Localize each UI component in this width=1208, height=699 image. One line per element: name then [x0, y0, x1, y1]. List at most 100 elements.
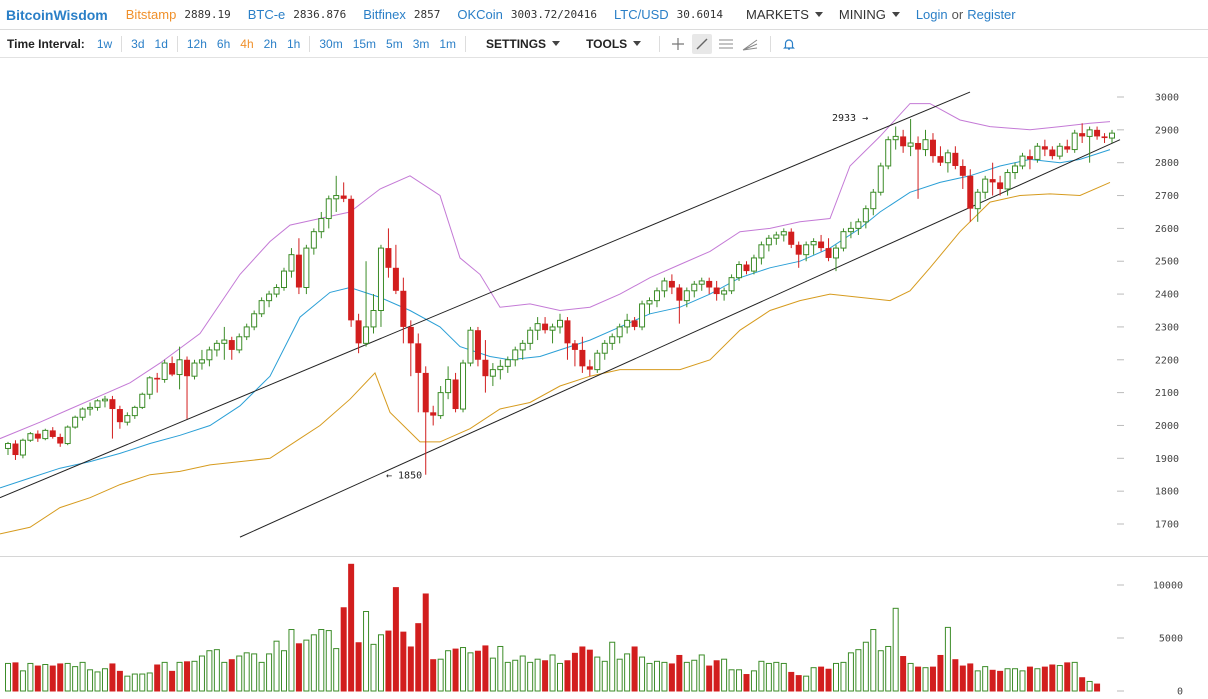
candle-body — [295, 254, 302, 288]
volume-bar — [1094, 683, 1101, 692]
volume-bar — [295, 643, 302, 692]
volume-bar — [736, 669, 743, 692]
candle-body — [609, 336, 616, 344]
candle-body — [64, 426, 71, 445]
auth-separator: or — [951, 7, 964, 22]
candle-body — [348, 198, 355, 321]
candle-body — [27, 433, 34, 441]
volume-bar — [161, 661, 168, 692]
volume-bar — [146, 672, 153, 692]
mining-menu[interactable]: MINING — [839, 7, 900, 22]
volume-bar — [281, 650, 287, 692]
top-navigation-bar: BitcoinWisdom Bitstamp 2889.19 BTC-e 283… — [0, 0, 1208, 30]
volume-bar — [653, 660, 660, 692]
candle-body — [430, 412, 437, 416]
interval-1m[interactable]: 1m — [439, 36, 457, 51]
brand-logo-link[interactable]: BitcoinWisdom — [6, 6, 108, 23]
interval-12h[interactable]: 12h — [186, 36, 207, 51]
candle-body — [534, 323, 541, 331]
crosshair-icon[interactable] — [668, 34, 688, 54]
volume-bar — [631, 646, 638, 692]
volume-bar — [922, 667, 929, 692]
register-link[interactable]: Register — [967, 7, 1016, 22]
interval-1h[interactable]: 1h — [286, 36, 301, 51]
candle-body — [258, 300, 265, 315]
exchange-okcoin[interactable]: OKCoin 3003.72/20416 — [457, 7, 597, 22]
candle-body — [527, 329, 534, 344]
exchange-name[interactable]: OKCoin — [457, 7, 503, 22]
divider — [309, 35, 311, 52]
price-tick-label: 2700 — [1155, 191, 1179, 202]
interval-5m[interactable]: 5m — [386, 36, 403, 51]
candle-body — [564, 320, 571, 344]
volume-bar — [303, 639, 310, 692]
candle-body — [900, 136, 907, 147]
volume-bar — [19, 670, 26, 692]
markets-menu-label: MARKETS — [746, 7, 809, 22]
price-tick-label: 2200 — [1155, 355, 1179, 366]
exchange-btce[interactable]: BTC-e 2836.876 — [248, 7, 347, 22]
volume-bar — [109, 663, 116, 692]
exchange-name[interactable]: BTC-e — [247, 7, 286, 22]
volume-bar — [407, 646, 414, 692]
fan-icon[interactable] — [740, 34, 760, 54]
candle-body — [57, 436, 64, 444]
candle-body — [825, 248, 832, 258]
exchange-bitstamp[interactable]: Bitstamp 2889.19 — [126, 7, 231, 22]
exchange-bitfinex[interactable]: Bitfinex 2857 — [363, 7, 440, 22]
trend-line-icon[interactable] — [692, 33, 713, 54]
volume-bar — [452, 648, 459, 692]
horizontal-lines-icon[interactable] — [716, 34, 736, 54]
volume-bar — [243, 652, 250, 692]
settings-menu[interactable]: SETTINGS — [486, 37, 561, 51]
candle-body — [847, 227, 854, 233]
price-chart[interactable]: 3000 2900 2800 2700 2600 2500 2400 2300 2200 2100… — [0, 58, 1208, 699]
volume-bar — [191, 660, 198, 692]
exchange-name[interactable]: Bitstamp — [125, 7, 177, 22]
volume-bar — [929, 666, 936, 692]
candle-body — [833, 247, 839, 259]
candle-body — [512, 349, 519, 361]
bell-icon[interactable] — [779, 34, 799, 54]
volume-bar — [1041, 666, 1048, 692]
candle-body — [101, 398, 108, 402]
divider — [176, 35, 178, 52]
volume-bar — [139, 673, 146, 692]
candle-body — [415, 343, 422, 373]
candle-body — [445, 378, 452, 394]
candle-body — [49, 430, 56, 437]
interval-15m[interactable]: 15m — [352, 36, 377, 51]
volume-bar — [154, 664, 161, 692]
price-tick-label: 2000 — [1155, 421, 1179, 432]
candle-body — [452, 379, 459, 410]
interval-1d[interactable]: 1d — [154, 36, 168, 51]
candle-body — [1086, 129, 1093, 137]
markets-menu[interactable]: MARKETS — [746, 7, 823, 22]
interval-2h[interactable]: 2h — [263, 36, 277, 51]
exchange-ltcusd[interactable]: LTC/USD 30.6014 — [614, 7, 723, 22]
interval-4h[interactable]: 4h — [240, 36, 254, 51]
candle-body — [788, 231, 795, 245]
interval-6h[interactable]: 6h — [216, 36, 231, 51]
volume-bar — [1034, 668, 1041, 692]
candle-body — [601, 342, 608, 354]
exchange-name[interactable]: Bitfinex — [363, 7, 406, 22]
login-link[interactable]: Login — [915, 7, 948, 22]
interval-30m[interactable]: 30m — [319, 36, 343, 51]
volume-bar — [989, 669, 996, 692]
candle-body — [855, 221, 862, 229]
candle-body — [467, 329, 474, 364]
price-tick-label: 1700 — [1155, 520, 1179, 531]
volume-bar — [907, 662, 914, 692]
tools-menu[interactable]: TOOLS — [586, 37, 642, 51]
volume-bar — [825, 668, 832, 692]
indicator-lines — [0, 91, 1121, 538]
exchange-name[interactable]: LTC/USD — [614, 7, 669, 22]
volume-bar — [549, 654, 556, 692]
interval-1w[interactable]: 1w — [96, 36, 113, 51]
volume-bar — [728, 669, 735, 692]
interval-3d[interactable]: 3d — [131, 36, 145, 51]
interval-3m[interactable]: 3m — [412, 36, 430, 51]
candle-body — [1101, 136, 1108, 139]
candle-body — [392, 267, 399, 291]
